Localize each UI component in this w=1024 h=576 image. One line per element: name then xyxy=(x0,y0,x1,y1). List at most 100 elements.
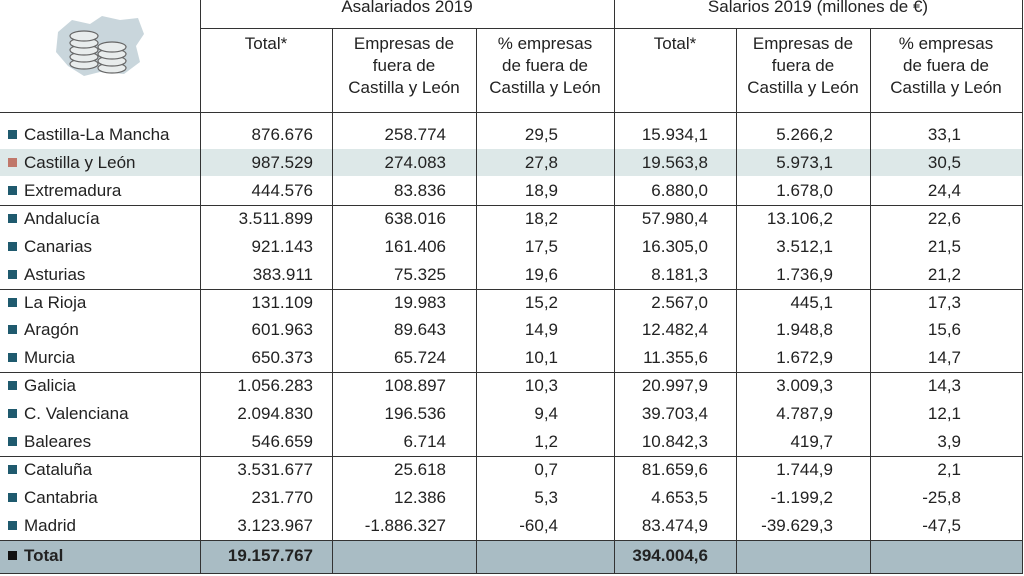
cell-value: 131.109 xyxy=(251,292,313,312)
column-divider xyxy=(870,28,871,574)
bullet xyxy=(8,381,17,391)
region-name: Galicia xyxy=(24,376,76,396)
cell-value: 2.567,0 xyxy=(651,292,708,312)
cell-value: 21,2 xyxy=(927,264,961,284)
cell-value: 18,2 xyxy=(524,208,558,228)
row-divider xyxy=(200,28,1023,29)
cell-value: 14,9 xyxy=(524,320,558,340)
cell-value: 601.963 xyxy=(251,320,313,340)
bullet xyxy=(8,493,17,503)
cell-value: 39.703,4 xyxy=(641,404,708,424)
cell-value: 108.897 xyxy=(384,376,446,396)
cell-value: 27,8 xyxy=(524,152,558,172)
region-name: Castilla y León xyxy=(24,152,136,172)
cell-value: 419,7 xyxy=(790,432,833,452)
cell-value: 650.373 xyxy=(251,348,313,368)
cell-value: 14,3 xyxy=(927,376,961,396)
row-divider xyxy=(0,205,1023,206)
bullet xyxy=(8,213,17,223)
cell-value: 258.774 xyxy=(384,124,446,144)
cell-value: 921.143 xyxy=(251,236,313,256)
cell-value: 15,2 xyxy=(524,292,558,312)
region-name: C. Valenciana xyxy=(24,404,129,424)
row-divider xyxy=(0,456,1023,457)
cell-value: 638.016 xyxy=(384,208,446,228)
bullet xyxy=(8,157,17,167)
cell-value: 13.106,2 xyxy=(766,208,833,228)
cell-value: -1.199,2 xyxy=(770,488,833,508)
cell-value: 6.880,0 xyxy=(651,180,708,200)
logo-icon xyxy=(56,16,144,76)
cell-value: 231.770 xyxy=(251,488,313,508)
cell-value: 4.653,5 xyxy=(651,488,708,508)
cell-value: 274.083 xyxy=(384,152,446,172)
total-value: 19.157.767 xyxy=(227,546,313,565)
cell-value: 10.842,3 xyxy=(641,432,708,452)
region-name: Cantabria xyxy=(24,488,98,508)
cell-value: 18,9 xyxy=(524,180,558,200)
cell-value: -60,4 xyxy=(519,515,558,535)
cell-value: 3.009,3 xyxy=(776,376,833,396)
column-header: % empresas xyxy=(497,34,593,53)
cell-value: 19.983 xyxy=(394,292,446,312)
cell-value: 30,5 xyxy=(927,152,961,172)
row-divider xyxy=(0,372,1023,373)
cell-value: 75.325 xyxy=(394,264,446,284)
region-name: Extremadura xyxy=(24,180,122,200)
cell-value: 1.672,9 xyxy=(776,348,833,368)
column-header: % empresas xyxy=(898,34,994,53)
cell-value: 19,6 xyxy=(524,264,558,284)
cell-value: 10,3 xyxy=(524,376,558,396)
total-row xyxy=(0,540,1022,573)
column-header: Total* xyxy=(244,34,288,53)
column-divider xyxy=(614,0,615,574)
cell-value: 14,7 xyxy=(927,348,961,368)
bullet xyxy=(8,353,17,363)
region-name: Madrid xyxy=(24,515,76,535)
cell-value: 9,4 xyxy=(534,404,558,424)
column-header: Castilla y León xyxy=(348,78,460,97)
cell-value: 83.474,9 xyxy=(641,515,708,535)
cell-value: 5,3 xyxy=(534,488,558,508)
cell-value: 1.678,0 xyxy=(776,180,833,200)
total-label: Total xyxy=(24,546,64,565)
row-divider xyxy=(0,540,1023,541)
cell-value: 12.482,4 xyxy=(641,320,708,340)
total-value: 394.004,6 xyxy=(632,546,708,565)
cell-value: 1.744,9 xyxy=(776,460,833,480)
cell-value: 3.512,1 xyxy=(776,236,833,256)
bullet xyxy=(8,409,17,419)
region-name: Aragón xyxy=(24,320,79,340)
region-name: Castilla-La Mancha xyxy=(24,124,170,144)
cell-value: 2.094.830 xyxy=(237,404,313,424)
cell-value: 6.714 xyxy=(403,432,446,452)
column-header: de fuera de xyxy=(902,56,989,75)
cell-value: -47,5 xyxy=(922,515,961,535)
cell-value: 1.056.283 xyxy=(237,376,313,396)
column-header: fuera de xyxy=(771,56,835,75)
cell-value: 5.266,2 xyxy=(776,124,833,144)
bullet xyxy=(8,520,17,530)
cell-value: -39.629,3 xyxy=(761,515,833,535)
cell-value: 89.643 xyxy=(394,320,446,340)
region-name: Asturias xyxy=(24,264,86,284)
column-divider xyxy=(332,28,333,574)
cell-value: 16.305,0 xyxy=(641,236,708,256)
cell-value: 444.576 xyxy=(251,180,313,200)
cell-value: 22,6 xyxy=(927,208,961,228)
cell-value: 383.911 xyxy=(252,264,313,284)
cell-value: 196.536 xyxy=(384,404,446,424)
column-divider xyxy=(200,0,201,574)
cell-value: 65.724 xyxy=(394,348,446,368)
cell-value: 2,1 xyxy=(937,460,961,480)
bullet xyxy=(8,437,17,447)
column-header: Castilla y León xyxy=(747,78,859,97)
region-name: Baleares xyxy=(24,432,92,452)
cell-value: 8.181,3 xyxy=(651,264,708,284)
region-name: Murcia xyxy=(24,348,76,368)
cell-value: 876.676 xyxy=(251,124,313,144)
cell-value: 10,1 xyxy=(524,348,558,368)
cell-value: 20.997,9 xyxy=(641,376,708,396)
column-divider xyxy=(736,28,737,574)
